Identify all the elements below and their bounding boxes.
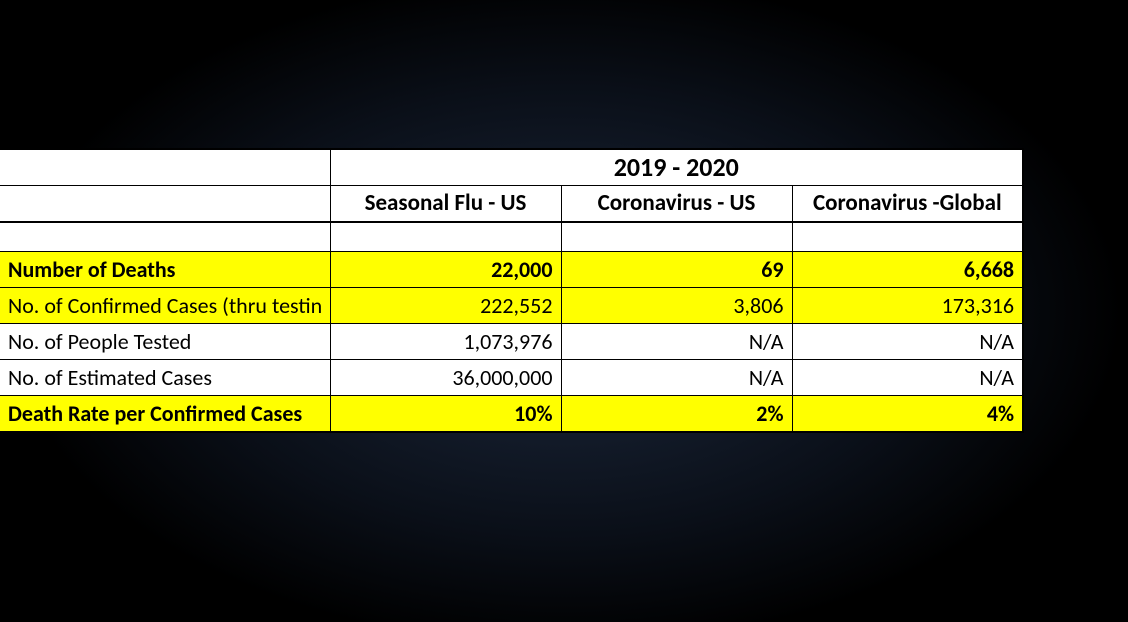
col-header-cov-global: Coronavirus -Global	[792, 186, 1023, 223]
header-period: 2019 - 2020	[330, 149, 1023, 186]
cell-value: 10%	[330, 396, 561, 433]
cell-value: N/A	[561, 324, 792, 360]
cell-value: 22,000	[330, 252, 561, 288]
table-header-row-period: 2019 - 2020	[0, 149, 1023, 186]
cell-value: 3,806	[561, 288, 792, 324]
cell-value: N/A	[561, 360, 792, 396]
cell-value: 69	[561, 252, 792, 288]
table-row: Number of Deaths 22,000 69 6,668	[0, 252, 1023, 288]
row-label: Number of Deaths	[0, 252, 330, 288]
cell-value: 4%	[792, 396, 1023, 433]
spacer-cell	[561, 222, 792, 252]
table-row: No. of Estimated Cases 36,000,000 N/A N/…	[0, 360, 1023, 396]
comparison-table-container: 2019 - 2020 Seasonal Flu - US Coronaviru…	[0, 148, 1024, 433]
row-label: No. of Confirmed Cases (thru testin	[0, 288, 330, 324]
table-row: No. of Confirmed Cases (thru testin 222,…	[0, 288, 1023, 324]
cell-value: 173,316	[792, 288, 1023, 324]
cell-value: N/A	[792, 360, 1023, 396]
cell-value: N/A	[792, 324, 1023, 360]
dark-backdrop: 2019 - 2020 Seasonal Flu - US Coronaviru…	[0, 0, 1128, 622]
col-header-flu-us: Seasonal Flu - US	[330, 186, 561, 223]
table-row: Death Rate per Confirmed Cases 10% 2% 4%	[0, 396, 1023, 433]
cell-value: 1,073,976	[330, 324, 561, 360]
cell-value: 2%	[561, 396, 792, 433]
spacer-row	[0, 222, 1023, 252]
header-blank-sub	[0, 186, 330, 223]
spacer-cell	[0, 222, 330, 252]
table-row: No. of People Tested 1,073,976 N/A N/A	[0, 324, 1023, 360]
row-label: Death Rate per Confirmed Cases	[0, 396, 330, 433]
cell-value: 222,552	[330, 288, 561, 324]
header-blank	[0, 149, 330, 186]
spacer-cell	[330, 222, 561, 252]
table-header-row-columns: Seasonal Flu - US Coronavirus - US Coron…	[0, 186, 1023, 223]
cell-value: 36,000,000	[330, 360, 561, 396]
row-label: No. of Estimated Cases	[0, 360, 330, 396]
row-label: No. of People Tested	[0, 324, 330, 360]
spacer-cell	[792, 222, 1023, 252]
cell-value: 6,668	[792, 252, 1023, 288]
col-header-cov-us: Coronavirus - US	[561, 186, 792, 223]
comparison-table: 2019 - 2020 Seasonal Flu - US Coronaviru…	[0, 148, 1024, 433]
